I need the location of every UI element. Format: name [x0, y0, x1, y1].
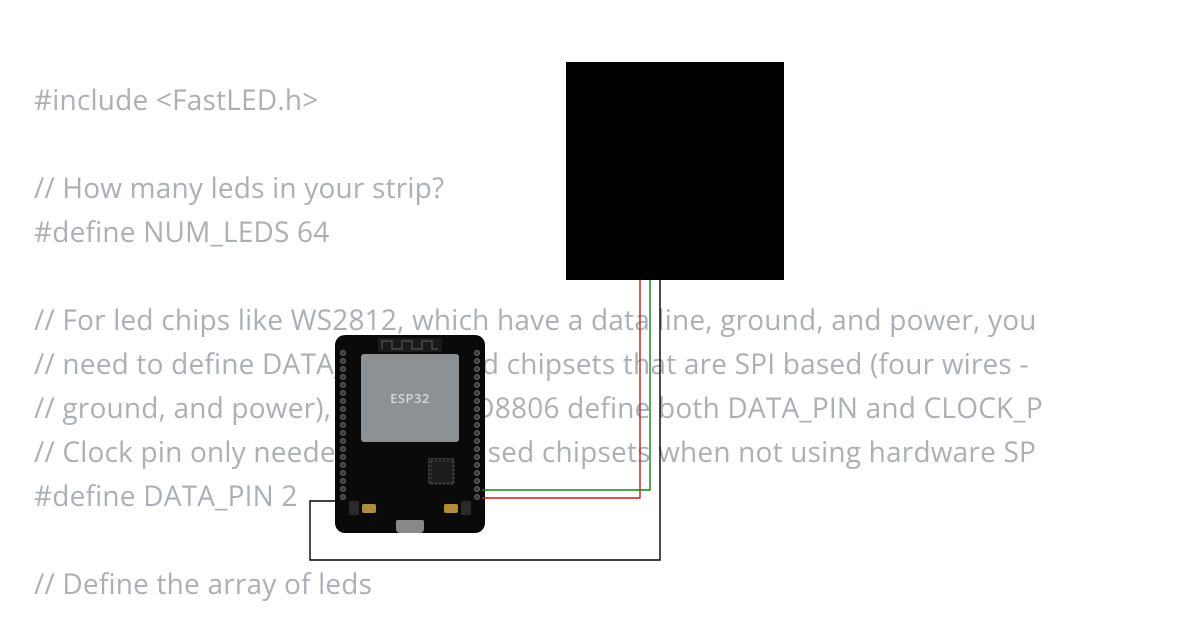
code-background: #include <FastLED.h> // How many leds in…	[0, 0, 1200, 630]
code-line: // need to define DATA_PIN. For led chip…	[34, 342, 1166, 386]
code-line: #include <FastLED.h>	[34, 78, 1166, 122]
code-line	[34, 254, 1166, 298]
code-line	[34, 122, 1166, 166]
code-line: // How many leds in your strip?	[34, 166, 1166, 210]
code-line: // ground, and power), like the LPD8806 …	[34, 386, 1166, 430]
code-line: #define DATA_PIN 2	[34, 474, 1166, 518]
code-line	[34, 518, 1166, 562]
code-line: // Define the array of leds	[34, 562, 1166, 606]
code-line: // Clock pin only needed for SPI based c…	[34, 430, 1166, 474]
code-line: // For led chips like WS2812, which have…	[34, 298, 1166, 342]
code-line: #define NUM_LEDS 64	[34, 210, 1166, 254]
